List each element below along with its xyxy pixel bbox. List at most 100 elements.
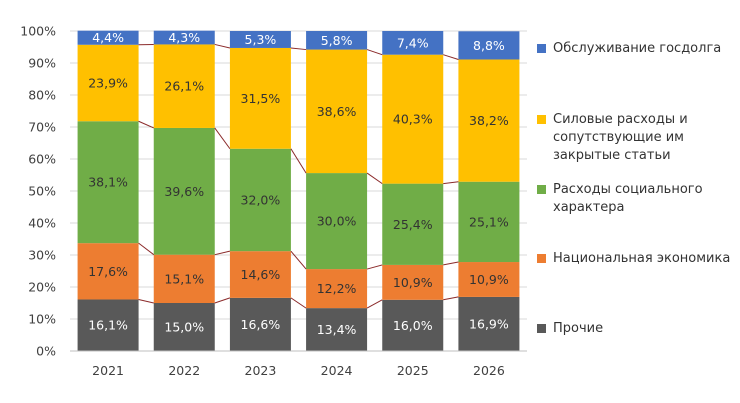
- series-line: [138, 242, 155, 256]
- legend-label: Обслуживание госдолга: [553, 41, 722, 56]
- bar-segment: [458, 181, 520, 263]
- legend-label: Прочие: [553, 321, 604, 336]
- bar-segment: [458, 31, 520, 60]
- series-line: [214, 250, 231, 256]
- series-line: [443, 181, 459, 185]
- series-line: [214, 127, 231, 150]
- bar-segment: [458, 59, 520, 182]
- bar-segment: [382, 264, 444, 300]
- x-tick-label: 2023: [245, 363, 277, 378]
- data-label: 39,6%: [164, 184, 204, 199]
- data-label: 32,0%: [241, 192, 281, 207]
- y-tick-label: 40%: [28, 216, 56, 231]
- bar-segment: [77, 30, 139, 45]
- bar-segment: [306, 173, 368, 270]
- bar-segment: [382, 183, 444, 265]
- data-label: 7,4%: [397, 35, 429, 50]
- series-line: [443, 296, 459, 301]
- legend-item-social: Расходы социального характера: [537, 181, 707, 217]
- legend-item-other: Прочие: [537, 320, 737, 338]
- legend-swatch: [537, 185, 546, 194]
- data-label: 26,1%: [164, 79, 204, 94]
- series-line: [443, 261, 459, 266]
- bar-segment: [382, 299, 444, 351]
- y-tick-label: 10%: [28, 312, 56, 327]
- x-tick-label: 2022: [168, 363, 200, 378]
- x-tick-label: 2021: [92, 363, 124, 378]
- legend-swatch: [537, 44, 546, 53]
- data-label: 4,3%: [168, 30, 200, 45]
- series-line: [290, 250, 307, 270]
- legend-label: Расходы социального характера: [553, 182, 703, 215]
- data-label: 40,3%: [393, 112, 433, 127]
- data-label: 30,0%: [317, 214, 357, 229]
- series-line: [366, 49, 383, 56]
- series-line: [290, 47, 307, 51]
- bar-segment: [153, 254, 215, 303]
- bar-segment: [306, 308, 368, 351]
- x-tick-label: 2026: [473, 363, 505, 378]
- series-line: [366, 299, 383, 309]
- data-label: 8,8%: [473, 38, 505, 53]
- data-label: 5,3%: [245, 32, 277, 47]
- legend-label: Силовые расходы и сопутствующие им закры…: [553, 112, 688, 163]
- data-label: 13,4%: [317, 322, 357, 337]
- y-tick-label: 30%: [28, 248, 56, 263]
- legend-swatch: [537, 115, 546, 124]
- bar-segment: [153, 30, 215, 45]
- data-label: 23,9%: [88, 76, 128, 91]
- data-label: 16,1%: [88, 318, 128, 333]
- bar-segment: [229, 47, 291, 149]
- data-label: 14,6%: [241, 267, 281, 282]
- series-line: [214, 43, 231, 49]
- y-tick-label: 0%: [36, 344, 56, 359]
- bar-segment: [229, 31, 291, 48]
- legend-item-economy: Национальная экономика: [537, 250, 737, 268]
- data-label: 38,2%: [469, 113, 509, 128]
- series-line: [366, 172, 383, 185]
- y-tick-label: 70%: [28, 120, 56, 135]
- data-label: 16,6%: [241, 317, 281, 332]
- legend-item-security: Силовые расходы и сопутствующие им закры…: [537, 111, 722, 165]
- data-label: 15,0%: [164, 320, 204, 335]
- bar-segment: [382, 31, 444, 55]
- bar-segment: [77, 121, 139, 244]
- legend-swatch: [537, 254, 546, 263]
- data-label: 10,9%: [393, 275, 433, 290]
- data-label: 38,1%: [88, 175, 128, 190]
- data-label: 12,2%: [317, 281, 357, 296]
- x-tick-label: 2025: [397, 363, 429, 378]
- data-label: 25,1%: [469, 214, 509, 229]
- series-line: [290, 148, 307, 174]
- bar-segment: [153, 303, 215, 351]
- series-line: [214, 297, 231, 304]
- data-label: 25,4%: [393, 217, 433, 232]
- y-tick-label: 20%: [28, 280, 56, 295]
- series-line: [443, 54, 459, 60]
- bar-segment: [229, 148, 291, 252]
- series-line: [290, 297, 307, 309]
- data-label: 16,9%: [469, 316, 509, 331]
- series-line: [138, 120, 154, 129]
- bar-segment: [153, 127, 215, 255]
- data-label: 17,6%: [88, 264, 128, 279]
- data-label: 5,8%: [321, 33, 353, 48]
- y-tick-label: 90%: [28, 56, 56, 71]
- legend-label: Национальная экономика: [553, 251, 731, 266]
- bar-segment: [458, 296, 520, 351]
- y-tick-label: 100%: [20, 24, 56, 39]
- x-tick-label: 2024: [321, 363, 353, 378]
- data-label: 16,0%: [393, 318, 433, 333]
- bar-segment: [77, 44, 139, 122]
- legend-swatch: [537, 324, 546, 333]
- y-tick-label: 60%: [28, 152, 56, 167]
- bar-segment: [153, 44, 215, 128]
- data-label: 10,9%: [469, 272, 509, 287]
- bar-segment: [77, 299, 139, 351]
- y-tick-label: 80%: [28, 88, 56, 103]
- bar-segment: [77, 243, 139, 300]
- series-line: [138, 298, 154, 304]
- bar-segment: [306, 31, 368, 50]
- bar-segment: [229, 251, 291, 298]
